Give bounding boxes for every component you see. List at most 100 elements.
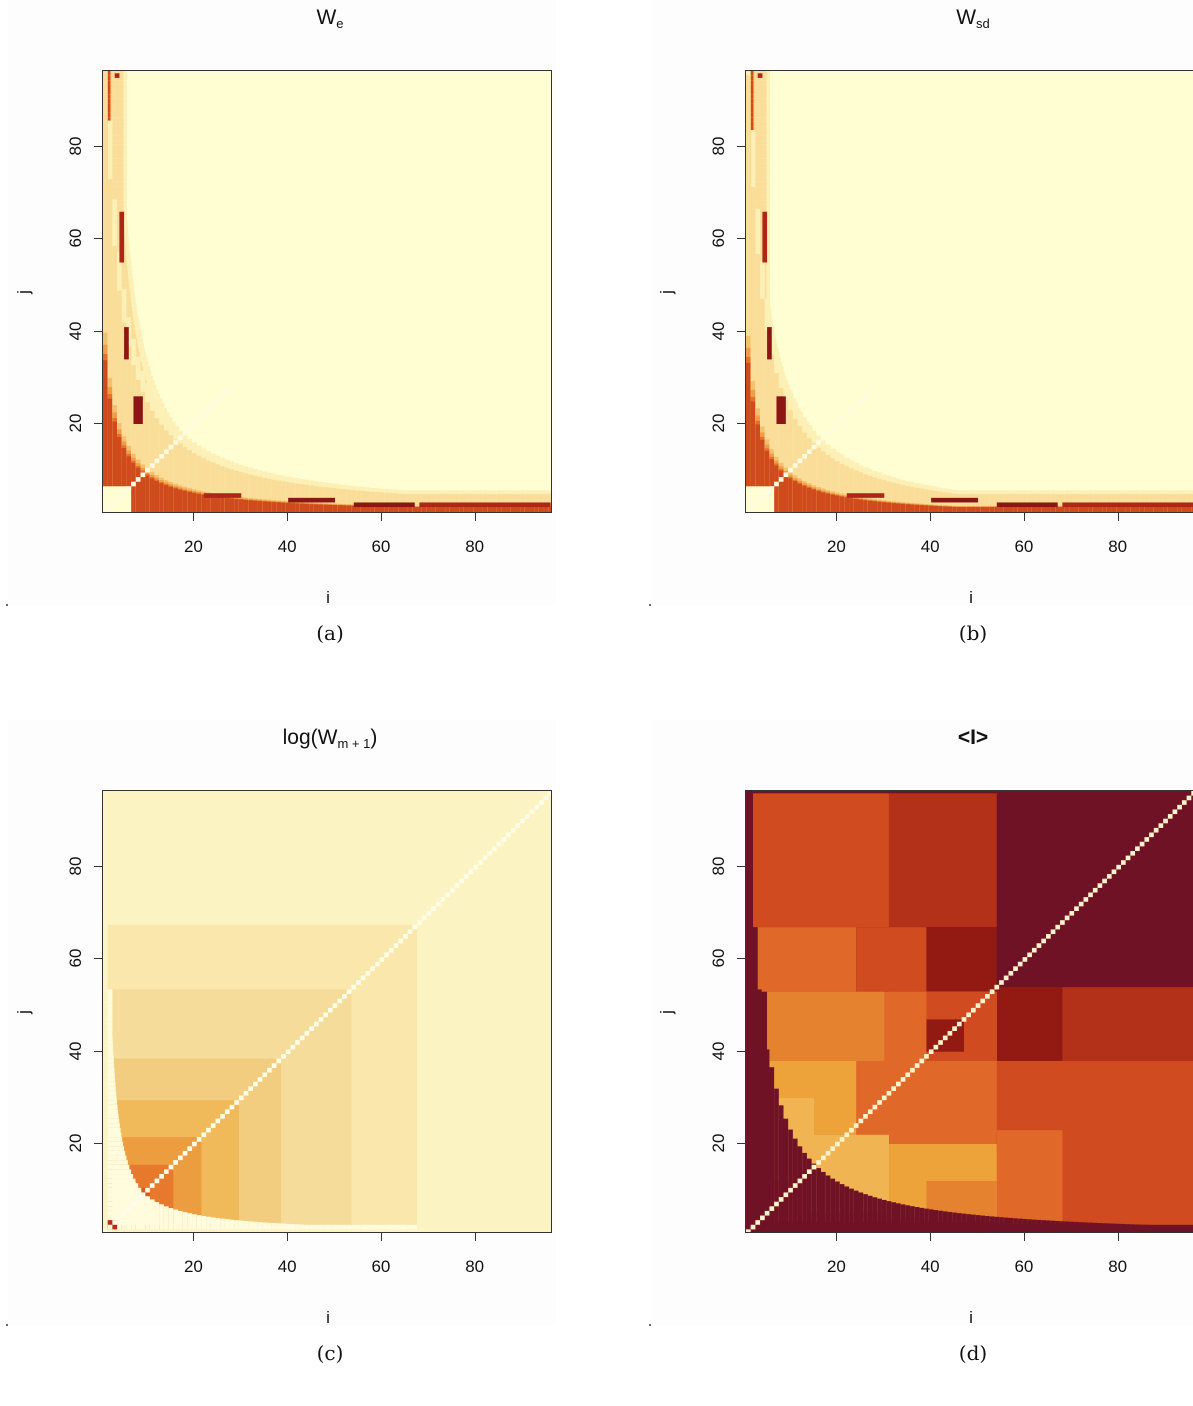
fringe-cell [117,1178,122,1232]
fringe-cell [393,1224,399,1232]
heatmap-cell [900,484,906,512]
diagonal-cell [384,952,389,958]
diagonal-cell [107,504,113,510]
heatmap-cell [853,499,859,512]
heatmap-cell [1027,507,1032,512]
diagonal-cell [112,500,118,505]
diagonal-cell [393,943,399,948]
heatmap-cell [178,443,183,512]
wedge-cell [980,1215,986,1232]
wedge-cell [760,1049,765,1232]
heatmap-cell [942,506,948,512]
diagonal-cell [1144,837,1150,842]
heatmap-cell [905,485,911,512]
wedge-cell [844,1186,850,1232]
diagonal-cell [999,980,1004,985]
heatmap-cell [783,474,789,512]
diagonal-cell [440,897,446,902]
x-tick-label: 60 [1014,537,1034,556]
wedge-cell [750,1049,756,1232]
heatmap-cell [201,494,207,512]
heatmap-cell [510,507,516,512]
diagonal-cell [1163,818,1168,824]
diagonal-cell [956,1021,962,1027]
fringe-cell [103,1090,117,1096]
wedge-cell [774,1088,779,1232]
diagonal-cell [163,1169,169,1175]
heatmap-cell [220,497,225,512]
heatmap-cell [103,167,124,173]
diagonal-cell [182,1150,188,1156]
wedge-cell [825,1175,831,1232]
fringe-cell [159,1204,164,1232]
heatmap-cell [746,200,767,205]
fringe-cell [149,1199,155,1232]
heatmap-cell [351,490,357,512]
heatmap-cell [253,475,258,512]
diagonal-cell [1181,800,1187,805]
heatmap-cell [103,80,124,85]
wedge-cell [919,1207,925,1232]
diagonal-cell [182,430,188,436]
diagonal-cell [285,1049,291,1055]
fringe-cell [168,1208,174,1232]
x-tick-label: 60 [371,537,391,556]
ridge-cell [203,493,242,498]
diagonal-cell [1069,910,1075,916]
y-tick-label: 80 [709,856,728,876]
heatmap-cell [1083,507,1089,512]
heatmap-cell [1036,507,1042,512]
fringe-cell [281,1223,286,1232]
heatmap-cell [103,190,124,196]
diagonal-cell [755,500,761,505]
wedge-cell [788,1129,793,1232]
diagonal-cell [975,1003,981,1008]
diagonal-cell [1158,823,1164,828]
heatmap-cell [971,493,976,512]
heatmap-cell [835,495,840,512]
heatmap-cell [248,474,253,512]
fringe-cell [238,1220,244,1232]
wedge-cell [900,1204,906,1232]
fringe-cell [182,1212,188,1232]
fringe-cell [103,1067,115,1073]
diagonal-cell [811,1164,817,1170]
diagonal-cell [407,929,413,935]
diagonal-cell [299,1035,305,1041]
wedge-cell [975,1215,981,1232]
diagonal-cell [1172,809,1178,815]
wedge-cell [746,994,762,999]
heatmap-cell [746,163,767,168]
heatmap-cell [1111,507,1117,512]
fringe-cell [309,1224,314,1232]
heatmap-cell [103,149,124,155]
heatmap-cell [187,450,193,512]
heatmap-cell [449,507,455,512]
diagonal-cell [760,1215,765,1221]
diagonal-cell [365,970,371,976]
diagonal-cell [867,389,873,395]
heatmap-area [745,790,1193,1233]
heatmap-cell [746,84,767,90]
diagonal-cell [112,1220,118,1225]
ridge-cell [114,73,120,78]
diagonal-cell [881,1095,887,1101]
ridge-cell [931,497,979,503]
heatmap-cell [811,489,817,512]
y-tick-label: 40 [66,1041,85,1061]
heatmap-cell [783,400,789,512]
heatmap-cell [835,461,840,512]
block-cell [757,927,857,992]
diagonal-cell [192,1141,197,1147]
diagonal-cell [126,486,132,491]
heatmap-cell [103,107,124,113]
diagonal-cell [816,1160,821,1165]
heatmap-cell [473,507,478,512]
heatmap-cell [980,507,986,512]
diagonal-cell [159,454,164,459]
fringe-cell [370,1224,375,1232]
heatmap-cell [821,451,826,512]
diagonal-cell [1186,795,1192,801]
corner-dot [6,1324,8,1326]
heatmap-cell [103,112,124,118]
